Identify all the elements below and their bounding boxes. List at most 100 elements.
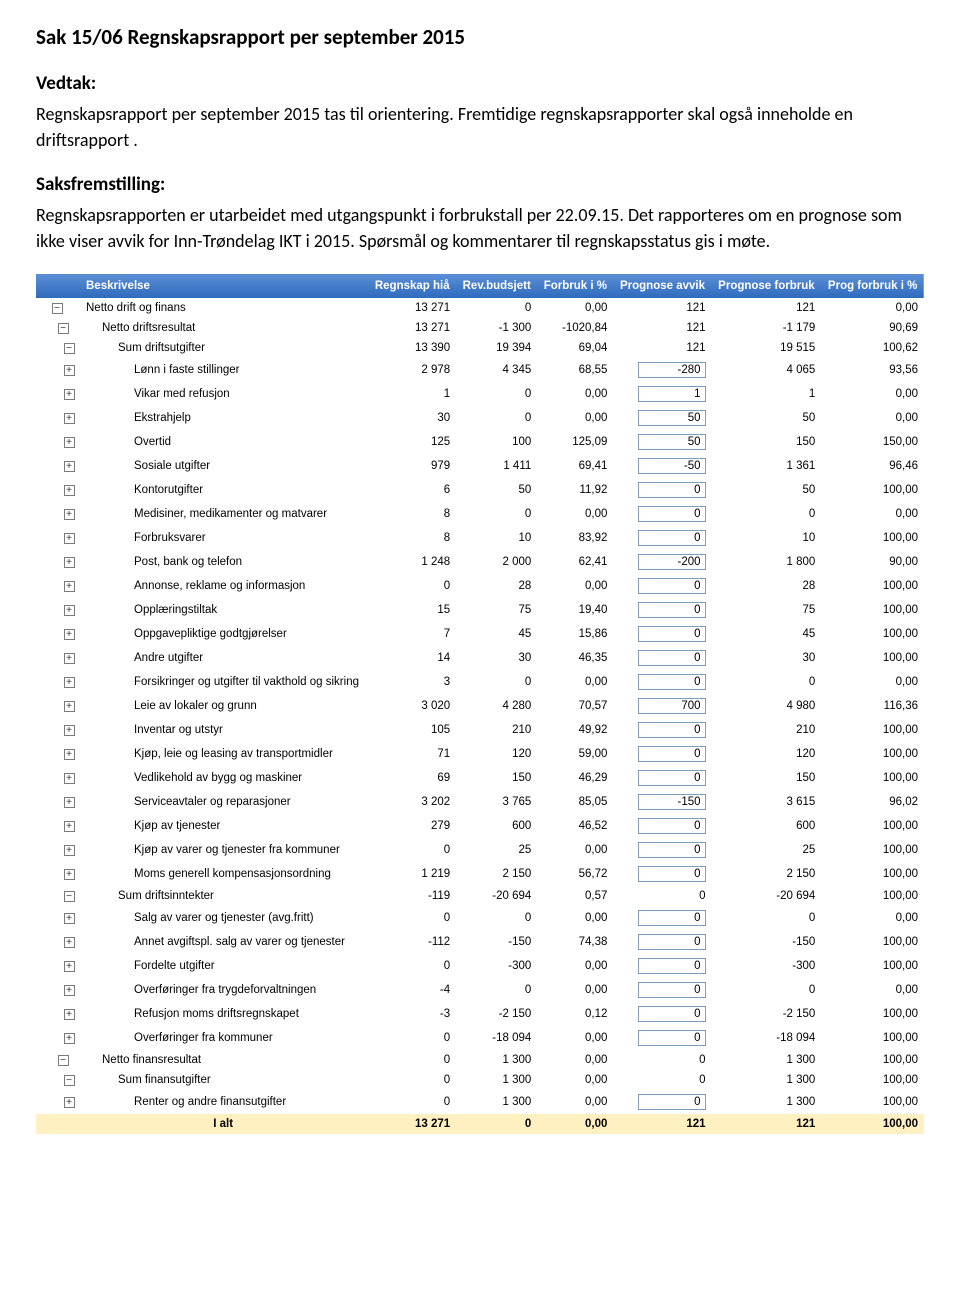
expand-icon[interactable]: + — [64, 581, 75, 592]
progpct-cell: 100,00 — [821, 718, 924, 742]
progpct-cell: 100,00 — [821, 1050, 924, 1070]
expand-icon[interactable]: + — [64, 937, 75, 948]
avvik-input[interactable]: 0 — [638, 1030, 706, 1046]
expand-icon[interactable]: + — [64, 1033, 75, 1044]
avvik-input[interactable]: 0 — [638, 934, 706, 950]
expand-icon[interactable]: + — [64, 961, 75, 972]
avvik-input[interactable]: 0 — [638, 530, 706, 546]
beskrivelse-cell: Annet avgiftspl. salg av varer og tjenes… — [78, 930, 368, 954]
expand-icon[interactable]: + — [64, 653, 75, 664]
avvik-input[interactable]: 0 — [638, 626, 706, 642]
avvik-input[interactable]: 0 — [638, 910, 706, 926]
avvik-input[interactable]: -50 — [638, 458, 706, 474]
expand-cell: + — [36, 906, 78, 930]
avvik-input[interactable]: 0 — [638, 674, 706, 690]
prognose-cell: 600 — [712, 814, 822, 838]
avvik-input[interactable]: 0 — [638, 482, 706, 498]
budsjett-cell: 600 — [456, 814, 537, 838]
expand-cell: + — [36, 550, 78, 574]
avvik-cell: 0 — [613, 1070, 711, 1090]
collapse-icon[interactable]: − — [58, 323, 69, 334]
avvik-input[interactable]: 50 — [638, 410, 706, 426]
expand-icon[interactable]: + — [64, 605, 75, 616]
expand-icon[interactable]: + — [64, 797, 75, 808]
expand-icon[interactable]: + — [64, 461, 75, 472]
beskrivelse-cell: Sum finansutgifter — [78, 1070, 368, 1090]
avvik-input[interactable]: 0 — [638, 578, 706, 594]
avvik-input[interactable]: 0 — [638, 818, 706, 834]
progpct-cell: 0,00 — [821, 298, 924, 318]
beskrivelse-cell: Kontorutgifter — [78, 478, 368, 502]
table-row: +Sosiale utgifter9791 41169,41-501 36196… — [36, 454, 924, 478]
expand-cell: − — [36, 1070, 78, 1090]
avvik-input[interactable]: 0 — [638, 770, 706, 786]
expand-cell: + — [36, 766, 78, 790]
avvik-input[interactable]: 1 — [638, 386, 706, 402]
avvik-input[interactable]: 700 — [638, 698, 706, 714]
expand-icon[interactable]: + — [64, 845, 75, 856]
regnskap-cell: 3 — [368, 670, 456, 694]
expand-icon[interactable]: + — [64, 677, 75, 688]
forbruk-cell: 0,00 — [537, 906, 613, 930]
avvik-input[interactable]: 0 — [638, 602, 706, 618]
avvik-input[interactable]: -200 — [638, 554, 706, 570]
avvik-input[interactable]: 0 — [638, 506, 706, 522]
budsjett-cell: 45 — [456, 622, 537, 646]
forbruk-cell: 68,55 — [537, 358, 613, 382]
prognose-cell: 0 — [712, 670, 822, 694]
expand-icon[interactable]: + — [64, 1009, 75, 1020]
beskrivelse-cell: Ekstrahjelp — [78, 406, 368, 430]
expand-cell: + — [36, 598, 78, 622]
budsjett-cell: 2 150 — [456, 862, 537, 886]
avvik-input[interactable]: 0 — [638, 842, 706, 858]
expand-icon[interactable]: + — [64, 437, 75, 448]
expand-icon[interactable]: + — [64, 485, 75, 496]
collapse-icon[interactable]: − — [52, 303, 63, 314]
expand-icon[interactable]: + — [64, 629, 75, 640]
table-row: +Annonse, reklame og informasjon0280,000… — [36, 574, 924, 598]
progpct-cell: 100,00 — [821, 1090, 924, 1114]
avvik-input[interactable]: 0 — [638, 1094, 706, 1110]
table-row: +Overføringer fra trygdeforvaltningen-40… — [36, 978, 924, 1002]
expand-icon[interactable]: + — [64, 913, 75, 924]
expand-icon[interactable]: + — [64, 509, 75, 520]
expand-icon[interactable]: + — [64, 869, 75, 880]
avvik-input[interactable]: 0 — [638, 1006, 706, 1022]
expand-cell: + — [36, 1026, 78, 1050]
table-row: +Kontorutgifter65011,92050100,00 — [36, 478, 924, 502]
collapse-icon[interactable]: − — [64, 343, 75, 354]
avvik-input[interactable]: -150 — [638, 794, 706, 810]
expand-icon[interactable]: + — [64, 725, 75, 736]
avvik-input[interactable]: 0 — [638, 746, 706, 762]
avvik-input[interactable]: 0 — [638, 722, 706, 738]
collapse-icon[interactable]: − — [58, 1055, 69, 1066]
avvik-cell: 0 — [613, 1050, 711, 1070]
expand-icon[interactable]: + — [64, 365, 75, 376]
expand-icon[interactable]: + — [64, 701, 75, 712]
expand-cell: + — [36, 814, 78, 838]
expand-icon[interactable]: + — [64, 389, 75, 400]
expand-icon[interactable]: + — [64, 1097, 75, 1108]
expand-icon[interactable]: + — [64, 773, 75, 784]
prognose-cell: 3 615 — [712, 790, 822, 814]
avvik-cell: 0 — [613, 502, 711, 526]
avvik-input[interactable]: 0 — [638, 982, 706, 998]
beskrivelse-cell: Netto drift og finans — [78, 298, 368, 318]
expand-icon[interactable]: + — [64, 533, 75, 544]
expand-icon[interactable]: + — [64, 413, 75, 424]
expand-icon[interactable]: + — [64, 821, 75, 832]
expand-icon[interactable]: + — [64, 749, 75, 760]
expand-icon[interactable]: + — [64, 557, 75, 568]
avvik-input[interactable]: 0 — [638, 958, 706, 974]
col-progpct-header: Prog forbruk i % — [821, 274, 924, 298]
expand-icon[interactable]: + — [64, 985, 75, 996]
avvik-input[interactable]: -280 — [638, 362, 706, 378]
expand-cell: + — [36, 1002, 78, 1026]
avvik-input[interactable]: 50 — [638, 434, 706, 450]
avvik-cell: 0 — [613, 526, 711, 550]
avvik-input[interactable]: 0 — [638, 866, 706, 882]
collapse-icon[interactable]: − — [64, 1075, 75, 1086]
avvik-cell: 0 — [613, 574, 711, 598]
collapse-icon[interactable]: − — [64, 891, 75, 902]
avvik-input[interactable]: 0 — [638, 650, 706, 666]
